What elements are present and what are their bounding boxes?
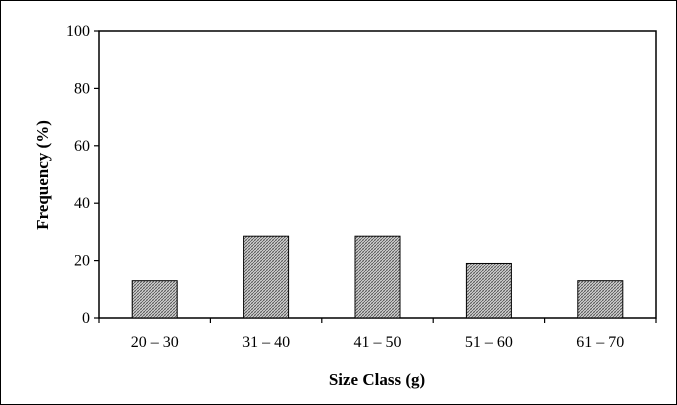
x-tick-label: 41 – 50 [354, 334, 402, 351]
y-axis-title: Frequency (%) [33, 120, 52, 230]
y-tick-label: 60 [74, 138, 90, 155]
bar-4 [465, 262, 512, 319]
x-axis-title: Size Class (g) [329, 370, 425, 389]
y-tick-label: 100 [66, 23, 90, 40]
y-tick-label: 80 [74, 80, 90, 97]
x-axis-ticks: 20 – 30 31 – 40 41 – 50 51 – 60 61 – 70 [98, 318, 657, 351]
x-tick-label: 31 – 40 [242, 334, 290, 351]
y-tick-label: 0 [82, 310, 90, 327]
y-axis-ticks: 0 20 40 60 80 100 [66, 23, 99, 327]
bars [131, 235, 624, 319]
bar-2 [243, 235, 290, 319]
bar-1 [131, 280, 178, 319]
y-tick-label: 40 [74, 195, 90, 212]
x-tick-label: 61 – 70 [576, 334, 624, 351]
x-tick-label: 51 – 60 [465, 334, 513, 351]
bar-5 [577, 280, 624, 319]
x-tick-label: 20 – 30 [131, 334, 179, 351]
bar-3 [354, 235, 401, 319]
y-tick-label: 20 [74, 253, 90, 270]
